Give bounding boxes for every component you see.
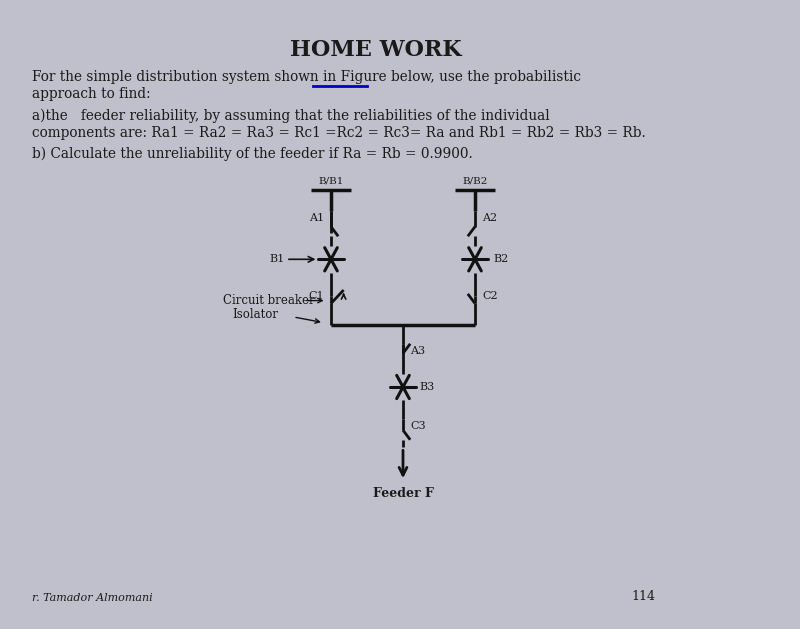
Text: C1: C1 xyxy=(308,291,324,301)
Text: B1: B1 xyxy=(269,254,284,264)
Text: A1: A1 xyxy=(309,213,324,223)
Text: B/B1: B/B1 xyxy=(318,176,344,186)
Text: approach to find:: approach to find: xyxy=(32,87,151,101)
Text: B/B2: B/B2 xyxy=(462,176,488,186)
Text: r. Tamador Almomani: r. Tamador Almomani xyxy=(32,593,153,603)
Text: HOME WORK: HOME WORK xyxy=(290,40,462,62)
Text: B3: B3 xyxy=(419,382,434,392)
Text: b) Calculate the unreliability of the feeder if Ra = Rb = 0.9900.: b) Calculate the unreliability of the fe… xyxy=(32,147,473,162)
Text: 114: 114 xyxy=(631,590,655,603)
Text: A2: A2 xyxy=(482,213,498,223)
Text: A3: A3 xyxy=(410,346,426,356)
Text: B2: B2 xyxy=(493,254,508,264)
Text: C2: C2 xyxy=(482,291,498,301)
Text: Isolator: Isolator xyxy=(232,308,278,321)
Text: Circuit breaker: Circuit breaker xyxy=(223,294,314,307)
Text: C3: C3 xyxy=(410,421,426,431)
Text: components are: Ra1 = Ra2 = Ra3 = Rc1 =Rc2 = Rc3= Ra and Rb1 = Rb2 = Rb3 = Rb.: components are: Ra1 = Ra2 = Ra3 = Rc1 =R… xyxy=(32,126,646,140)
Text: For the simple distribution system shown in Figure below, use the probabilistic: For the simple distribution system shown… xyxy=(32,70,581,84)
Text: Feeder F: Feeder F xyxy=(373,487,434,500)
Text: a)the   feeder reliability, by assuming that the reliabilities of the individual: a)the feeder reliability, by assuming th… xyxy=(32,109,550,123)
